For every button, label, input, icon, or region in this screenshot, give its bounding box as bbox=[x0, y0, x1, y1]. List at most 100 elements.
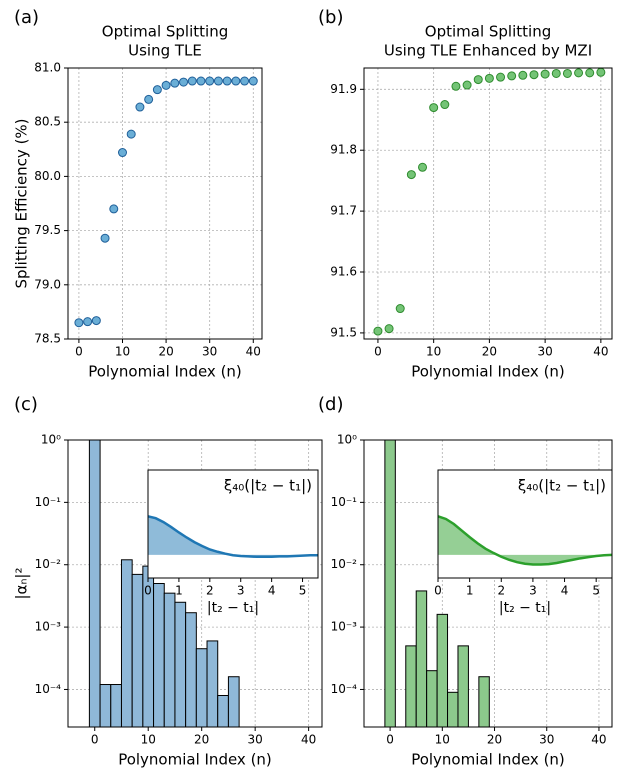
x-tick-label: 0 bbox=[386, 733, 394, 747]
point bbox=[187, 76, 197, 86]
point bbox=[585, 68, 595, 78]
x-tick-label: 30 bbox=[202, 345, 217, 359]
point bbox=[551, 68, 561, 78]
bar bbox=[153, 583, 165, 727]
panel-label: (d) bbox=[318, 394, 343, 415]
x-tick-label: 30 bbox=[248, 733, 263, 747]
bar bbox=[195, 648, 208, 727]
bar bbox=[436, 613, 449, 727]
point bbox=[574, 68, 584, 78]
panel-label: (c) bbox=[14, 394, 38, 415]
x-axis-label: |t₂ − t₁| bbox=[499, 600, 551, 616]
point bbox=[484, 73, 494, 83]
y-tick-label: 78.5 bbox=[34, 332, 61, 346]
bar bbox=[163, 592, 176, 727]
marks bbox=[74, 76, 258, 328]
x-tick-label: 0 bbox=[374, 345, 382, 359]
y-tick-label: 10⁰ bbox=[41, 433, 61, 447]
y-tick-label: 10⁻¹ bbox=[331, 495, 358, 509]
x-tick-label: 1 bbox=[466, 584, 474, 598]
y-tick-label: 10⁻² bbox=[331, 557, 358, 571]
bar bbox=[217, 694, 229, 727]
area-fill bbox=[148, 516, 318, 557]
y-tick-label: 81.0 bbox=[34, 61, 61, 75]
point bbox=[473, 75, 483, 85]
bar bbox=[99, 684, 112, 727]
area-fill bbox=[438, 516, 612, 565]
panel: 0 1 2 3 4 5 |t₂ − t₁| ξ₄₀(|t₂ − t₁|) bbox=[144, 469, 319, 616]
plot-area bbox=[364, 68, 612, 339]
x-tick-label: 10 bbox=[115, 345, 130, 359]
plot-frame bbox=[67, 67, 263, 340]
x-tick-label: 5 bbox=[592, 584, 600, 598]
point bbox=[384, 324, 394, 334]
x-tick-label: 40 bbox=[246, 345, 261, 359]
x-tick-label: 40 bbox=[593, 345, 608, 359]
y-tick-label: 91.8 bbox=[330, 143, 357, 157]
point bbox=[248, 76, 258, 86]
y-tick-label: 10⁻³ bbox=[35, 620, 62, 634]
point bbox=[109, 204, 119, 214]
y-tick-label: 10⁻² bbox=[35, 557, 62, 571]
y-axis-label: Splitting Efficiency (%) bbox=[13, 118, 31, 288]
point bbox=[179, 77, 189, 87]
plot-frame bbox=[437, 469, 613, 579]
panel: 0 1 2 3 4 5 |t₂ − t₁| ξ₄₀(|t₂ − t₁|) bbox=[434, 469, 613, 616]
y-tick-label: 10⁻³ bbox=[331, 620, 358, 634]
bar bbox=[405, 645, 417, 727]
point bbox=[144, 94, 154, 104]
point bbox=[117, 148, 127, 158]
point bbox=[152, 85, 162, 95]
plot-frame bbox=[147, 469, 319, 579]
x-tick-label: 10 bbox=[435, 733, 450, 747]
x-tick-label: 20 bbox=[482, 345, 497, 359]
marks bbox=[384, 440, 490, 727]
x-tick-label: 30 bbox=[537, 345, 552, 359]
panel-label: (b) bbox=[318, 7, 343, 28]
x-axis-label: Polynomial Index (n) bbox=[118, 751, 272, 769]
bar bbox=[478, 676, 490, 727]
point bbox=[518, 70, 528, 80]
y-tick-label: 91.5 bbox=[330, 325, 357, 339]
y-tick-label: 10⁻¹ bbox=[35, 495, 62, 509]
plot-frame bbox=[67, 439, 323, 728]
marks bbox=[148, 515, 318, 559]
bar bbox=[206, 640, 219, 727]
chart-title: Using TLE Enhanced by MZI bbox=[384, 42, 592, 60]
x-tick-label: 2 bbox=[206, 584, 214, 598]
panel: (c)0 10 20 30 4010⁻⁴10⁻³10⁻²10⁻¹10⁰Polynomia… bbox=[13, 394, 323, 769]
bar bbox=[120, 559, 133, 727]
y-tick-label: 80.0 bbox=[34, 169, 61, 183]
y-tick-label: 10⁻⁴ bbox=[35, 682, 62, 696]
panel-label: (a) bbox=[14, 7, 39, 28]
y-axis-label: |αₙ|² bbox=[13, 568, 31, 600]
plot-area bbox=[68, 68, 262, 339]
x-tick-label: 0 bbox=[91, 733, 99, 747]
y-tick-label: 79.5 bbox=[34, 223, 61, 237]
marks bbox=[88, 440, 240, 727]
x-tick-label: 3 bbox=[529, 584, 537, 598]
x-axis-label: Polynomial Index (n) bbox=[411, 751, 565, 769]
panel: (d)0 10 20 30 4010⁻⁴10⁻³10⁻²10⁻¹10⁰Polynomia… bbox=[318, 394, 613, 769]
point bbox=[222, 76, 232, 86]
line bbox=[438, 515, 612, 566]
point bbox=[205, 76, 215, 86]
x-axis-label: Polynomial Index (n) bbox=[411, 363, 565, 381]
x-tick-label: 30 bbox=[539, 733, 554, 747]
y-tick-label: 79.0 bbox=[34, 277, 61, 291]
annotation: ξ₄₀(|t₂ − t₁|) bbox=[224, 477, 312, 495]
plot-frame bbox=[363, 67, 613, 340]
x-axis-label: Polynomial Index (n) bbox=[88, 363, 242, 381]
x-axis-label: |t₂ − t₁| bbox=[207, 600, 259, 616]
point bbox=[596, 68, 606, 77]
point bbox=[540, 69, 550, 79]
point bbox=[507, 71, 517, 81]
bar bbox=[174, 601, 187, 727]
bar bbox=[415, 590, 428, 727]
x-tick-label: 0 bbox=[75, 345, 83, 359]
x-tick-label: 20 bbox=[158, 345, 173, 359]
line bbox=[148, 515, 318, 559]
point bbox=[451, 81, 461, 91]
